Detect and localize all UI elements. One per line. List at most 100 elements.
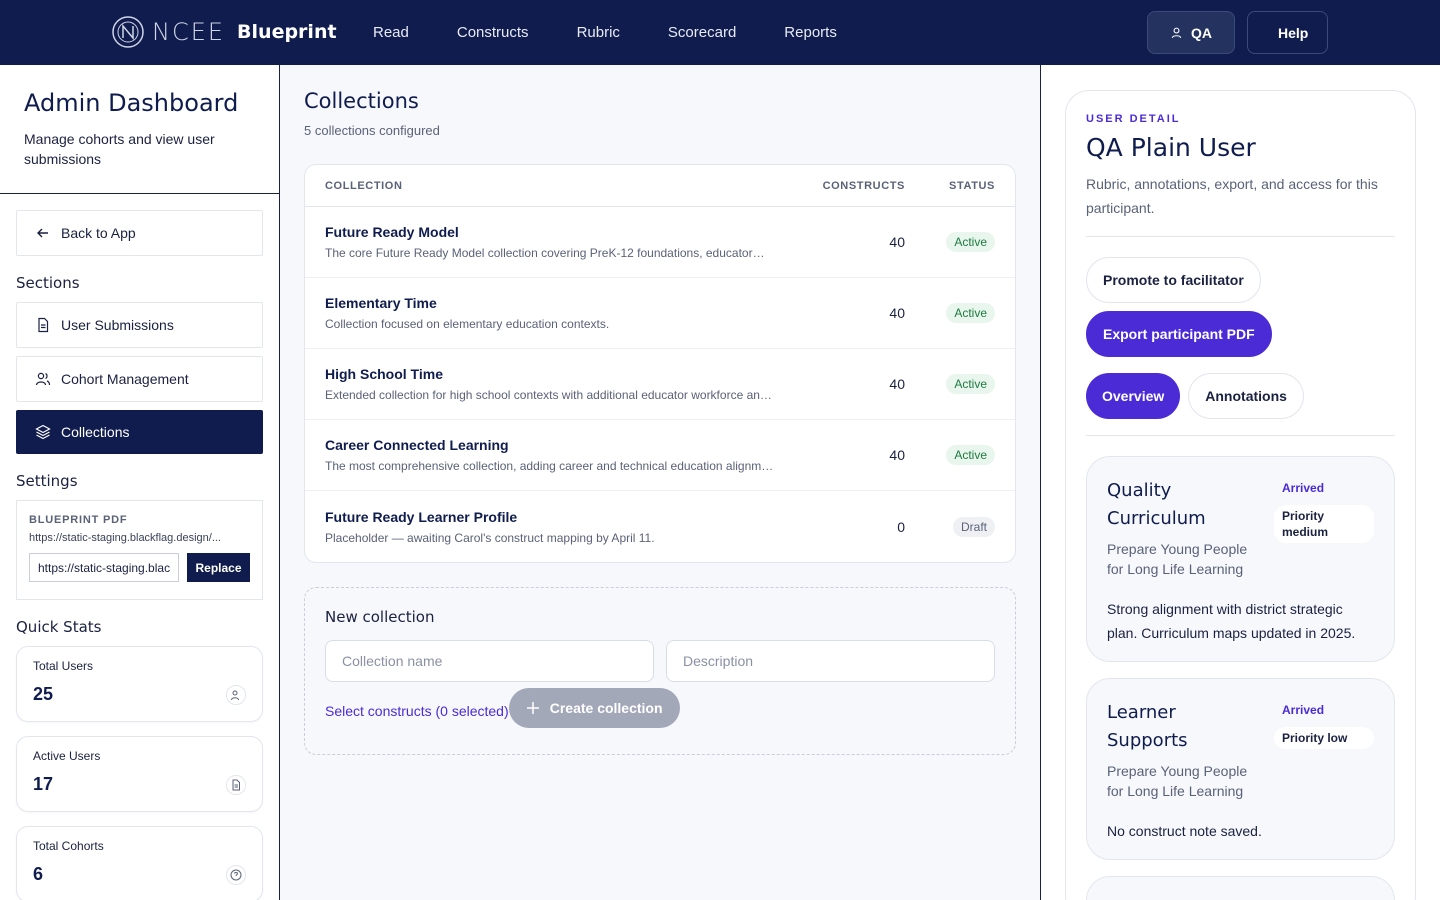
- brand-product-text: Blueprint: [237, 21, 337, 43]
- nav-rubric[interactable]: Rubric: [576, 24, 620, 41]
- back-to-app-label: Back to App: [61, 225, 136, 241]
- tab-overview[interactable]: Overview: [1086, 373, 1181, 419]
- tab-annotations[interactable]: Annotations: [1188, 373, 1304, 419]
- collection-description: Extended collection for high school cont…: [325, 388, 775, 402]
- collections-panel: Collections 5 collections configured COL…: [280, 65, 1041, 900]
- divider: [1086, 435, 1395, 436]
- brand-ncee-text: NCEE: [152, 18, 226, 46]
- brand-logo-link[interactable]: NCEE Blueprint: [112, 16, 337, 48]
- create-collection-label: Create collection: [549, 700, 663, 716]
- stat-value: 25: [33, 684, 54, 704]
- blueprint-pdf-url-input[interactable]: [29, 553, 179, 582]
- status-badge: Active: [946, 232, 995, 252]
- status-badge: Active: [946, 303, 995, 323]
- construct-card[interactable]: Quality Curriculum Prepare Young People …: [1086, 456, 1395, 662]
- status-badge: Active: [946, 445, 995, 465]
- back-to-app-button[interactable]: Back to App: [16, 210, 263, 256]
- replace-pdf-button[interactable]: Replace: [187, 553, 250, 582]
- ncee-logo-icon: [112, 16, 144, 48]
- collection-constructs-count: 0: [897, 518, 905, 535]
- construct-card-partial[interactable]: [1086, 876, 1395, 900]
- collection-name: High School Time: [325, 366, 443, 382]
- admin-sidebar: Admin Dashboard Manage cohorts and view …: [0, 65, 280, 900]
- column-header-collection: COLLECTION: [325, 179, 403, 192]
- collection-constructs-count: 40: [889, 305, 905, 321]
- blueprint-pdf-current-url: https://static-staging.blackflag.design/…: [29, 532, 221, 544]
- collections-table: COLLECTION CONSTRUCTS STATUS Future Read…: [304, 164, 1016, 563]
- construct-title: Quality Curriculum: [1107, 480, 1206, 529]
- blueprint-pdf-label: BLUEPRINT PDF: [29, 514, 128, 526]
- collections-title: Collections: [304, 89, 419, 113]
- construct-priority-badge: Priority low: [1274, 727, 1374, 749]
- document-icon: [226, 775, 246, 795]
- status-badge: Draft: [952, 516, 995, 537]
- sidebar-item-collections[interactable]: Collections: [16, 410, 263, 454]
- nav-scorecard[interactable]: Scorecard: [667, 24, 737, 41]
- qa-button-label: QA: [1191, 24, 1212, 41]
- stat-value: 6: [33, 864, 44, 884]
- table-row[interactable]: Elementary Time Collection focused on ele…: [305, 278, 1015, 349]
- main-nav: Read Constructs Rubric Scorecard Reports: [373, 0, 837, 65]
- sidebar-item-label: Collections: [61, 424, 130, 440]
- sidebar-item-label: Cohort Management: [61, 371, 189, 387]
- page-subtitle: Manage cohorts and view user submissions: [24, 131, 215, 167]
- help-button-label: Help: [1278, 24, 1309, 41]
- promote-to-facilitator-button[interactable]: Promote to facilitator: [1086, 257, 1261, 303]
- help-button[interactable]: Help: [1247, 11, 1328, 54]
- detail-tabs: Overview Annotations: [1086, 373, 1395, 419]
- qa-user-button[interactable]: QA: [1147, 11, 1235, 54]
- collection-name: Future Ready Learner Profile: [325, 508, 518, 525]
- construct-card[interactable]: Learner Supports Prepare Young People fo…: [1086, 678, 1395, 860]
- document-icon: [38, 317, 49, 333]
- top-navigation-bar: NCEE Blueprint Read Constructs Rubric Sc…: [0, 0, 1440, 65]
- collections-count: 5 collections configured: [304, 123, 440, 138]
- column-header-status: STATUS: [949, 179, 995, 192]
- collection-name-input[interactable]: [325, 640, 654, 682]
- collection-description: The core Future Ready Model collection c…: [325, 246, 765, 260]
- user-name: QA Plain User: [1086, 133, 1256, 162]
- sidebar-body: Back to App Sections User Submissions Co…: [0, 194, 279, 900]
- table-row[interactable]: Future Ready Learner Profile Placeholder …: [305, 491, 1015, 562]
- sidebar-item-label: User Submissions: [61, 317, 174, 333]
- construct-status-badge: Arrived: [1282, 703, 1325, 717]
- new-collection-form: New collection Select constructs (0 sele…: [304, 587, 1016, 755]
- sidebar-item-user-submissions[interactable]: User Submissions: [16, 302, 263, 348]
- select-constructs-link[interactable]: Select constructs (0 selected): [325, 703, 509, 719]
- export-participant-pdf-button[interactable]: Export participant PDF: [1086, 311, 1272, 357]
- collection-name: Future Ready Model: [325, 224, 459, 240]
- page-title: Admin Dashboard: [24, 89, 239, 117]
- collection-constructs-count: 40: [889, 234, 905, 250]
- new-collection-title: New collection: [325, 608, 435, 626]
- stat-label: Total Cohorts: [33, 839, 104, 853]
- column-header-constructs: CONSTRUCTS: [822, 179, 905, 192]
- construct-priority-badge: Priority medium: [1274, 505, 1374, 543]
- user-detail-description: Rubric, annotations, export, and access …: [1086, 176, 1378, 216]
- table-row[interactable]: Career Connected Learning The most compre…: [305, 420, 1015, 491]
- quick-stats-heading: Quick Stats: [16, 618, 102, 636]
- table-row[interactable]: High School Time Extended collection for …: [305, 349, 1015, 420]
- nav-reports[interactable]: Reports: [784, 24, 837, 41]
- construct-note: Strong alignment with district strategic…: [1107, 601, 1356, 641]
- construct-title: Learner Supports: [1107, 702, 1188, 751]
- nav-constructs[interactable]: Constructs: [456, 24, 529, 41]
- arrow-left-icon: [37, 228, 48, 238]
- user-detail-card: USER DETAIL QA Plain User Rubric, annota…: [1065, 90, 1416, 900]
- collection-constructs-count: 40: [889, 447, 905, 463]
- user-detail-panel: USER DETAIL QA Plain User Rubric, annota…: [1041, 65, 1440, 900]
- plus-icon: [526, 702, 539, 714]
- table-row[interactable]: Future Ready Model The core Future Ready …: [305, 207, 1015, 278]
- users-icon: [35, 372, 51, 386]
- construct-subtitle: Prepare Young People for Long Life Learn…: [1107, 763, 1248, 799]
- create-collection-button[interactable]: Create collection: [508, 688, 680, 728]
- nav-read[interactable]: Read: [373, 24, 409, 41]
- stat-label: Active Users: [33, 749, 101, 763]
- collection-description-input[interactable]: [666, 640, 995, 682]
- stat-value: 17: [33, 774, 54, 794]
- stat-card-total-cohorts: Total Cohorts 6: [16, 826, 263, 900]
- status-badge: Active: [946, 374, 995, 394]
- collection-description: Collection focused on elementary educati…: [325, 317, 610, 331]
- table-header: COLLECTION CONSTRUCTS STATUS: [305, 165, 1015, 207]
- collection-name: Career Connected Learning: [325, 437, 509, 453]
- sidebar-item-cohort-management[interactable]: Cohort Management: [16, 356, 263, 402]
- stat-card-active-users: Active Users 17: [16, 736, 263, 812]
